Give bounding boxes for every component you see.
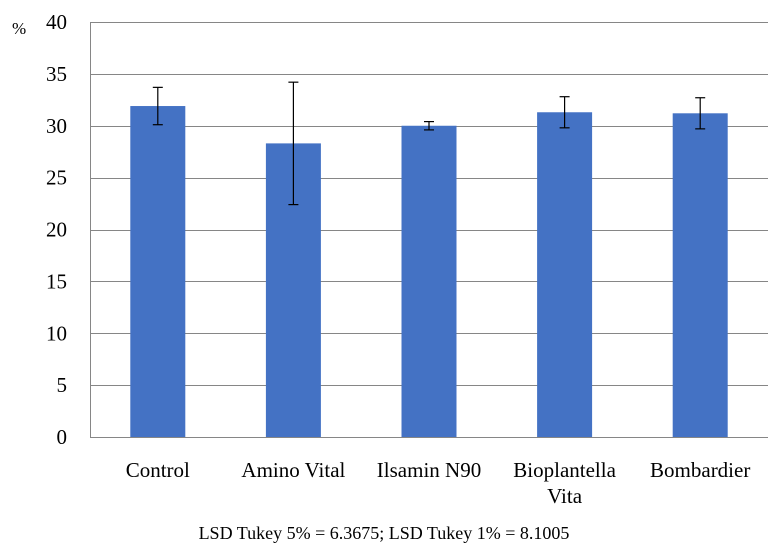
y-tick-label: 40 — [46, 10, 67, 34]
y-axis-unit-label: % — [12, 19, 26, 38]
bar — [401, 125, 457, 437]
y-tick-label: 35 — [46, 62, 67, 86]
lsd-annotation: LSD Tukey 5% = 6.3675; LSD Tukey 1% = 8.… — [198, 523, 570, 543]
bar — [537, 112, 593, 437]
plot-frame — [90, 22, 768, 438]
bar — [130, 106, 186, 437]
y-tick-label: 20 — [46, 218, 67, 242]
error-bar — [559, 96, 570, 129]
error-bars — [152, 81, 706, 206]
y-tick-label: 0 — [57, 425, 68, 449]
x-tick-label: Bombardier — [650, 458, 750, 482]
x-tick-label: Control — [126, 458, 190, 482]
y-tick-label: 30 — [46, 114, 67, 138]
x-axis-ticks: Control Amino Vital Ilsamin N90 Bioplantell… — [126, 458, 751, 508]
error-bar — [695, 97, 706, 130]
y-tick-label: 10 — [46, 321, 67, 345]
error-bar — [424, 120, 434, 131]
x-tick-label: Amino Vital — [241, 458, 345, 482]
error-bar — [152, 86, 163, 126]
x-tick-label: Ilsamin N90 — [377, 458, 481, 482]
y-tick-label: 25 — [46, 166, 67, 190]
bars — [130, 106, 728, 438]
y-tick-label: 15 — [46, 269, 67, 293]
y-axis-ticks: 0 5 10 15 20 25 30 35 40 — [46, 10, 67, 449]
y-tick-label: 5 — [57, 373, 68, 397]
error-bar — [288, 81, 299, 206]
bar — [672, 113, 728, 438]
x-tick-label: Bioplantella Vita — [513, 458, 616, 508]
